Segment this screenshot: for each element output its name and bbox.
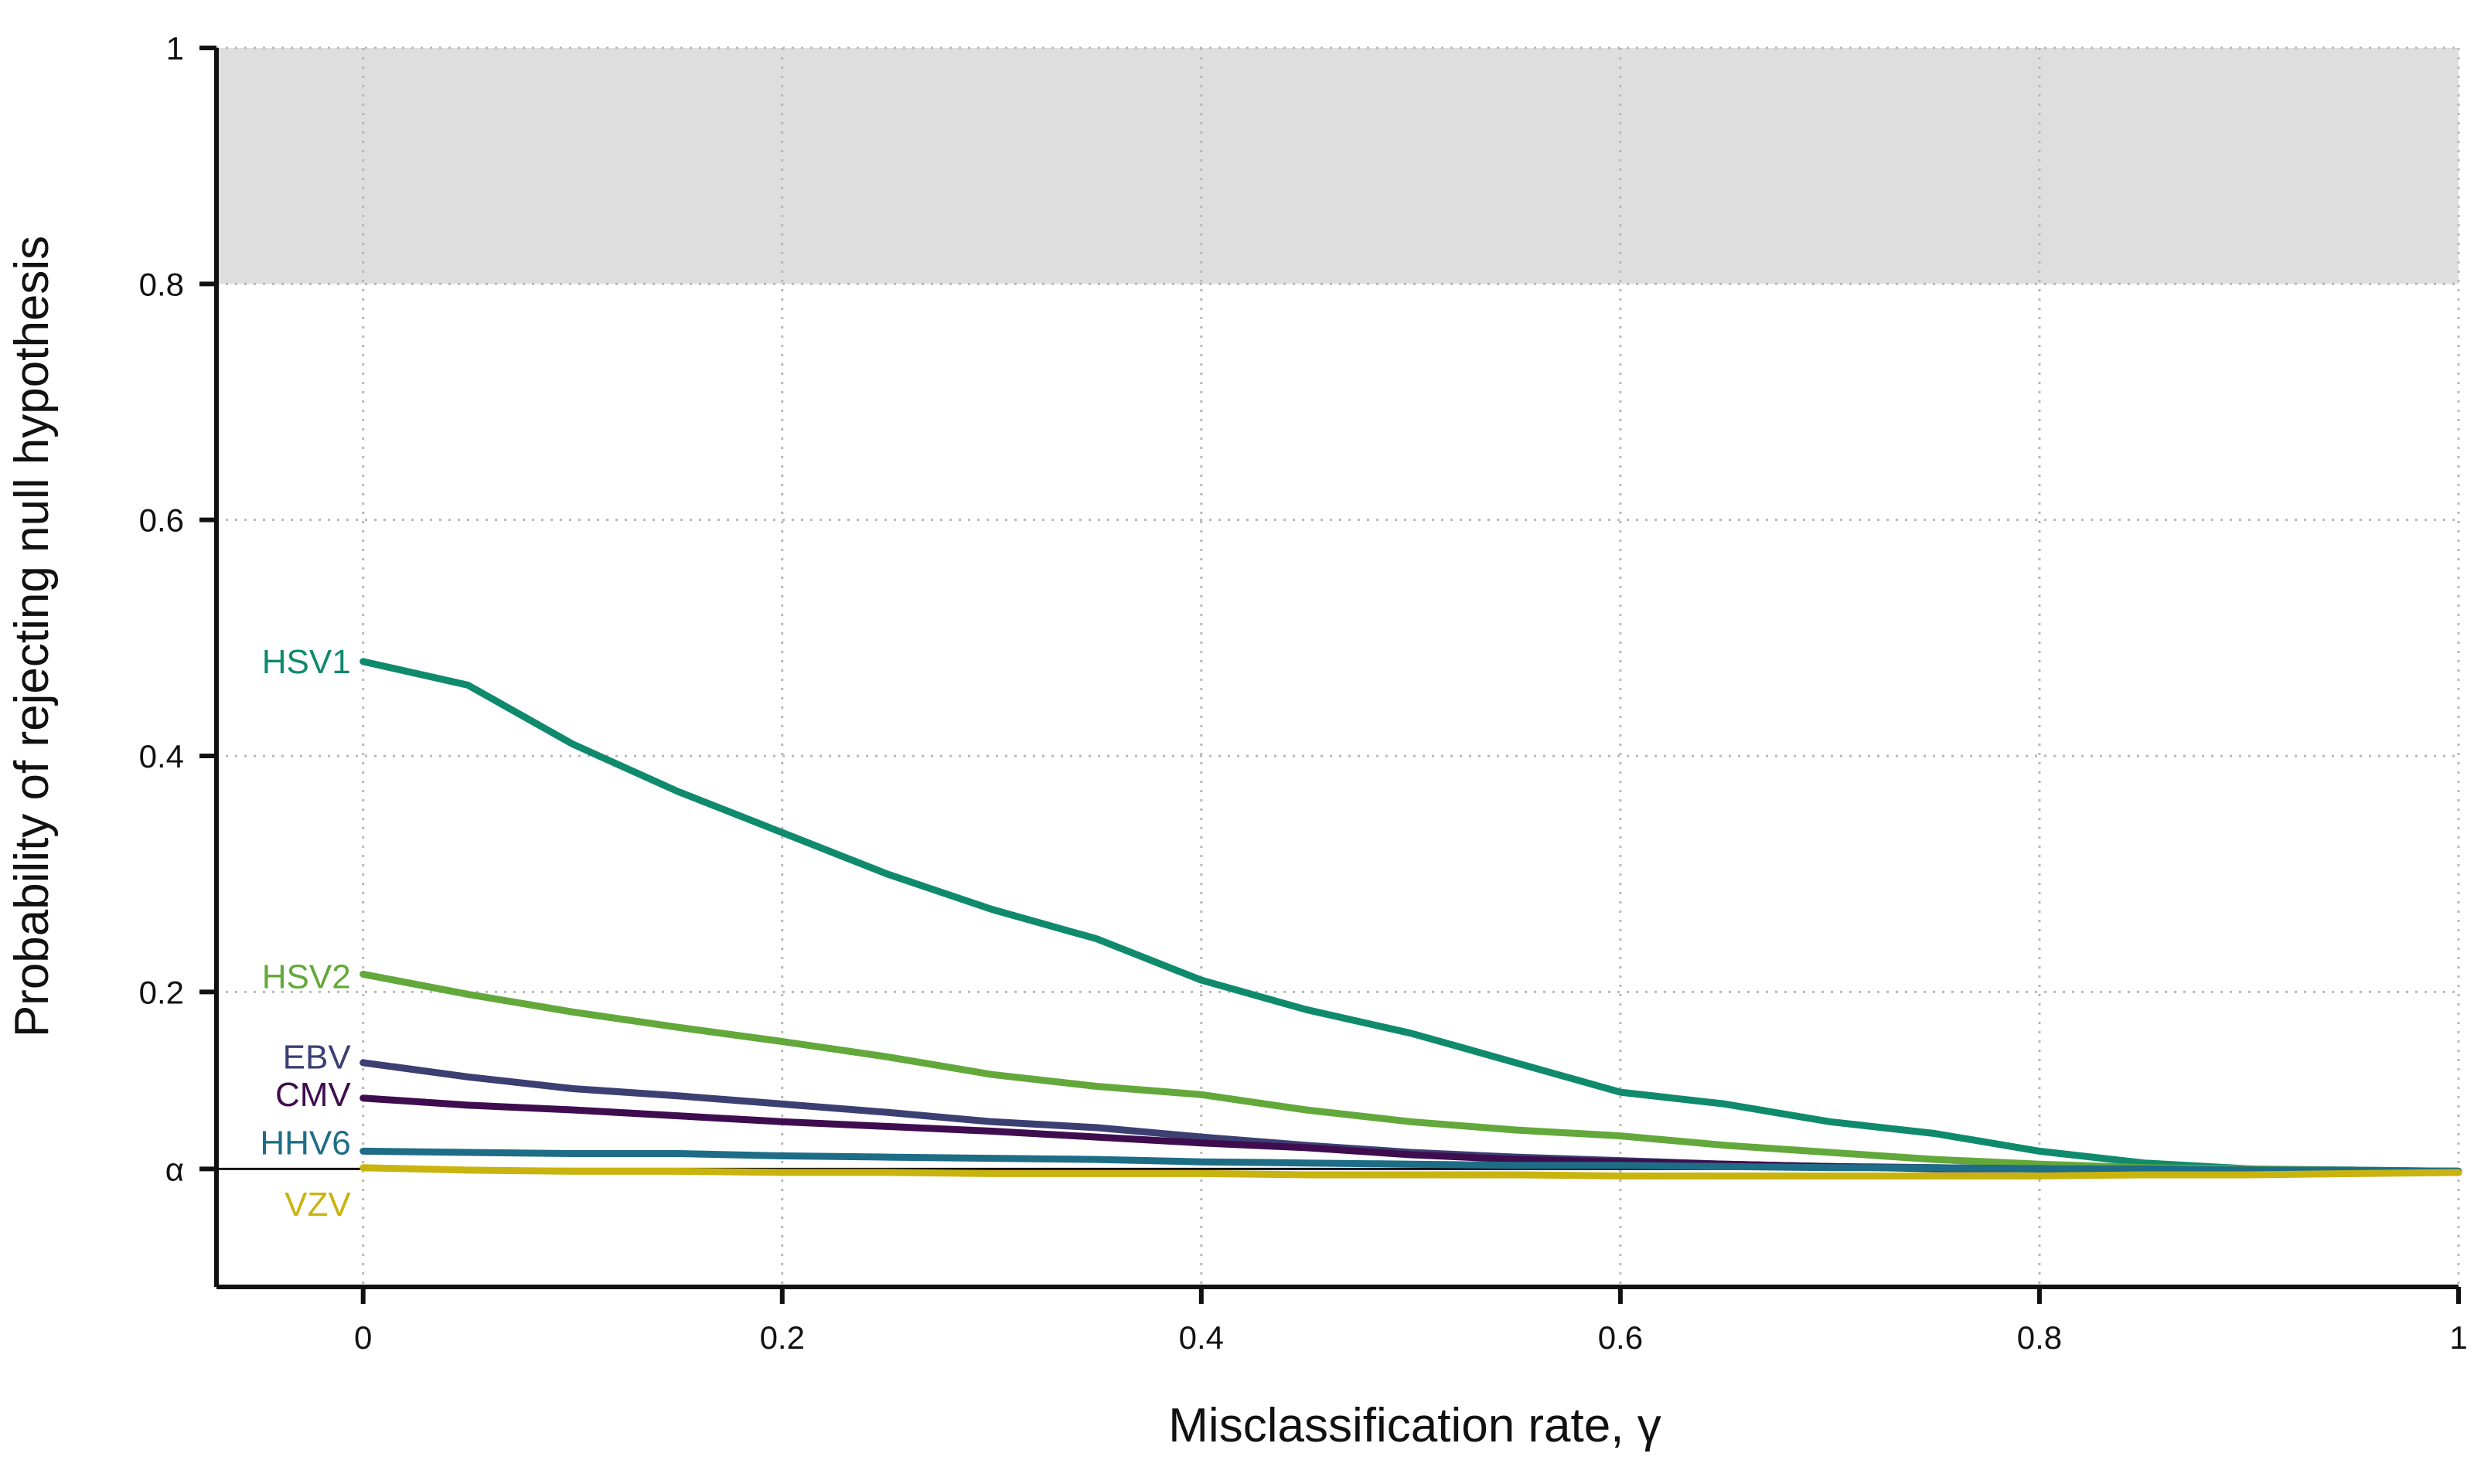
y-tick-label: α [165,1151,184,1187]
y-tick-label: 0.4 [139,738,184,774]
series-label-hhv6: HHV6 [260,1125,350,1162]
x-tick-label: 0.4 [1179,1319,1224,1356]
series-line-hsv2 [360,970,2462,1175]
y-tick-label: 1 [166,30,184,66]
y-tick-label: 0.8 [139,266,184,302]
series-label-hsv2: HSV2 [262,958,351,996]
x-tick-label: 0.8 [2017,1319,2062,1356]
shaded-region [216,48,2459,284]
series-lines [360,658,2462,1179]
tick-labels: 0 0.2 0.4 0.6 0.8 1 α 0.2 0.4 0.6 0.8 1 [139,30,2468,1356]
series-label-vzv: VZV [285,1186,351,1224]
series-label-hsv1: HSV1 [262,643,351,681]
x-tick-label: 1 [2449,1319,2467,1356]
x-tick-label: 0 [354,1319,372,1356]
axes [199,46,2461,1304]
series-label-ebv: EBV [283,1038,352,1076]
series-label-cmv: CMV [275,1076,351,1114]
x-tick-label: 0.6 [1598,1319,1643,1356]
y-axis-title: Probability of rejecting null hypothesis [5,236,59,1037]
y-tick-label: 0.6 [139,502,184,539]
series-line-hhv6 [360,1147,2462,1175]
x-axis-title: Misclassification rate, γ [1168,1399,1661,1452]
series-line-hsv1 [360,658,2462,1176]
x-tick-label: 0.2 [760,1319,805,1356]
y-tick-label: 0.2 [139,974,184,1010]
series-line-vzv [360,1164,2462,1179]
